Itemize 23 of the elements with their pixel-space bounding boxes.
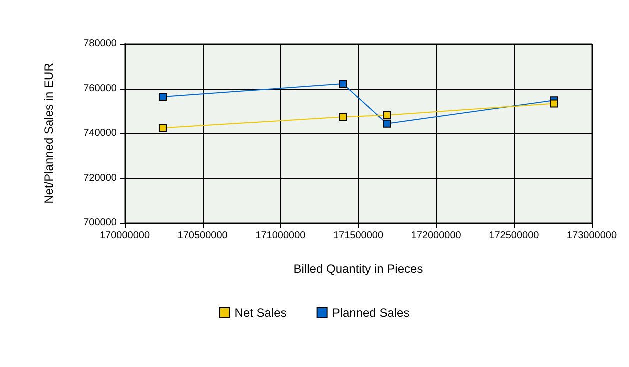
point <box>339 80 348 88</box>
x-tick-label: 173000000 <box>566 230 618 242</box>
x-axis-title: Billed Quantity in Pieces <box>294 262 424 276</box>
point <box>339 113 348 122</box>
point <box>383 120 392 128</box>
x-tick-label: 171500000 <box>333 230 384 242</box>
x-tick-label: 170000000 <box>100 230 150 242</box>
point <box>158 93 167 102</box>
y-tick-label: 740000 <box>84 128 118 139</box>
point <box>158 124 167 132</box>
y-tick-label: 720000 <box>84 172 118 184</box>
legend-label: Net Sales <box>234 306 287 320</box>
x-tick-label: 172500000 <box>489 230 540 242</box>
y-axis-title: Net/Planned Sales in EUR <box>42 62 56 204</box>
x-tick-label: 172000000 <box>411 230 462 242</box>
point <box>383 111 392 120</box>
legend-label: Planned Sales <box>332 306 410 320</box>
y-tick-label: 760000 <box>84 83 118 94</box>
y-tick-label: 700000 <box>84 218 118 228</box>
point <box>550 100 558 108</box>
y-tick-label: 780000 <box>84 38 118 50</box>
x-tick-label: 170500000 <box>178 230 228 242</box>
x-tick-label: 171000000 <box>256 230 306 242</box>
